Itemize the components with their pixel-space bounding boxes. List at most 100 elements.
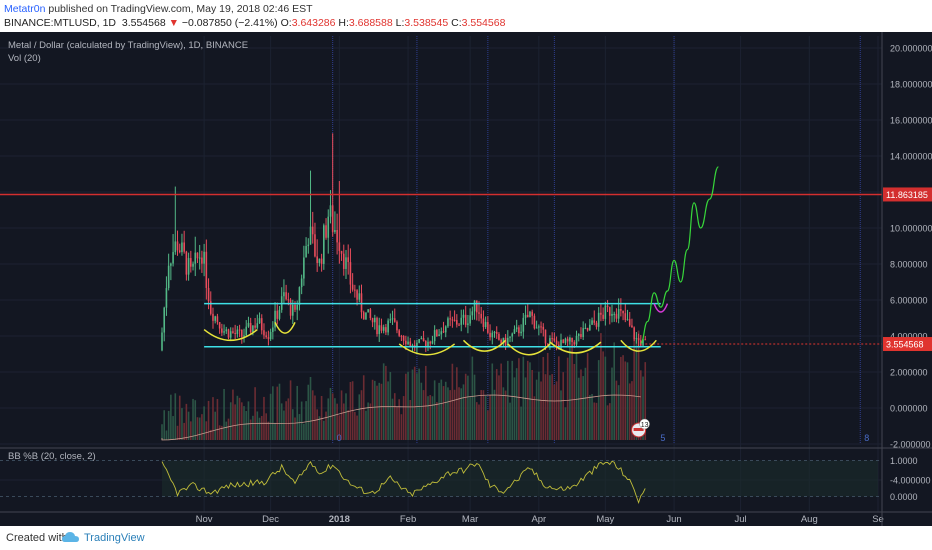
volume-bar: [247, 401, 250, 440]
price-chart[interactable]: 0 5 8 13 Nov Dec 2018 Feb Mar Apr May Jun Jul Aug Se 2…: [0, 32, 932, 526]
candle-body: [427, 341, 429, 347]
candle-body: [307, 244, 310, 247]
candle-body: [495, 331, 498, 334]
candle-body: [533, 315, 536, 329]
volume-bar: [320, 395, 323, 440]
volume-bar: [192, 398, 194, 440]
drawings: [0, 166, 882, 356]
resistance-price-label: 11.863185: [886, 190, 928, 200]
candle-body: [256, 323, 259, 328]
volume-bar: [593, 402, 596, 440]
candle-body: [309, 226, 312, 245]
volume-bar: [460, 388, 463, 440]
volume-bar: [424, 365, 427, 440]
candle-body: [520, 331, 522, 334]
volume-bar: [272, 386, 274, 440]
candle-body: [549, 338, 551, 344]
candle-body: [385, 327, 387, 333]
volume-bar: [640, 370, 642, 440]
candle-body: [294, 304, 296, 310]
volume-bar: [283, 410, 285, 440]
time-tick-label: Feb: [400, 514, 416, 525]
volume-bar: [178, 395, 181, 440]
author-link[interactable]: Metatr0n: [4, 3, 46, 15]
volume-bar: [580, 369, 582, 440]
candle-body: [396, 321, 398, 331]
volume-bar: [431, 396, 434, 440]
volume-bar: [161, 424, 163, 440]
candle-body: [604, 305, 607, 319]
candle-body: [336, 229, 338, 243]
time-tick-label: Jul: [734, 514, 746, 525]
candle-body: [631, 325, 633, 328]
time-tick-label: Se: [872, 514, 884, 525]
volume-bar: [176, 425, 179, 440]
volume-bar: [575, 353, 578, 440]
bb-pane: [0, 460, 882, 505]
candle-body: [382, 327, 385, 331]
chart-title: Metal / Dollar (calculated by TradingVie…: [8, 40, 248, 51]
axes: Nov Dec 2018 Feb Mar Apr May Jun Jul Aug Se 20.0000…: [0, 32, 932, 526]
candle-body: [491, 332, 494, 338]
volume-event-label: 5: [660, 433, 665, 443]
candle-body: [642, 339, 644, 346]
candle-body: [318, 258, 321, 263]
volume-bar: [185, 403, 188, 440]
volume-bar: [216, 399, 219, 440]
volume-bar: [493, 389, 496, 440]
candle-body: [358, 293, 361, 300]
volume-bar: [557, 356, 560, 440]
volume-bar: [260, 415, 263, 440]
candle-body: [245, 326, 248, 336]
volume-bar: [311, 390, 314, 440]
open-label: O:: [280, 17, 292, 29]
price-tick-label: 18.000000: [890, 80, 932, 90]
volume-bar: [462, 384, 465, 440]
volume-bar: [163, 410, 166, 440]
alt-projection-path: [653, 303, 669, 313]
last-price-tag: [883, 337, 932, 352]
volume-bar: [524, 377, 527, 440]
candle-body: [252, 325, 254, 333]
volume-bar: [420, 382, 423, 440]
volume-bar: [342, 403, 345, 440]
time-tick-label: Jun: [666, 514, 681, 525]
volume-bar: [225, 421, 228, 440]
volume-bar: [183, 422, 185, 440]
volume-bar: [444, 381, 447, 440]
candle-body: [185, 251, 188, 275]
candle-body: [391, 318, 394, 320]
tradingview-link[interactable]: TradingView: [84, 532, 145, 544]
volume-bar: [336, 403, 338, 440]
candle-body: [178, 250, 181, 253]
last-price-label: 3.554568: [886, 340, 924, 350]
candle-body: [170, 263, 172, 266]
volume-bar: [484, 395, 487, 440]
time-tick-label: Aug: [801, 514, 818, 525]
created-with-text: Created with: [6, 532, 68, 544]
volume-bar: [378, 382, 381, 440]
time-tick-label: May: [596, 514, 614, 525]
candle-body: [196, 252, 199, 259]
volume-bar: [518, 358, 520, 440]
volume-bar: [626, 362, 629, 440]
volume-bar: [544, 374, 547, 440]
volume-bar: [223, 388, 225, 440]
volume-bar: [617, 385, 620, 440]
candle-body: [626, 319, 629, 321]
candle-body: [611, 313, 613, 316]
volume-bar: [303, 423, 305, 440]
price-tick-label: 2.000000: [890, 368, 928, 378]
volume-bar: [615, 380, 618, 440]
volume-bar: [495, 369, 498, 440]
volume-ma-line: [161, 394, 641, 441]
candle-body: [365, 312, 367, 320]
volume-bar: [633, 338, 635, 440]
candle-body: [531, 311, 533, 316]
candle-body: [334, 229, 336, 232]
volume-bar: [201, 414, 203, 440]
volume-bar: [511, 360, 514, 440]
volume-bar: [409, 399, 412, 440]
volume-bar: [635, 340, 638, 440]
volume-bar: [345, 393, 347, 440]
